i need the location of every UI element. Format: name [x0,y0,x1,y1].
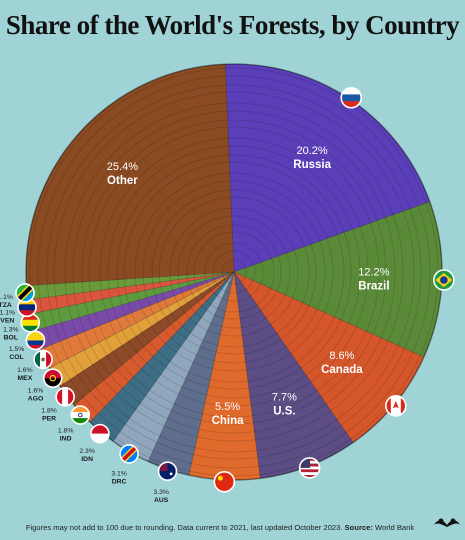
value-label-other: 25.4% [107,161,138,173]
country-label-per: PER [42,416,56,423]
tree-ring [177,215,291,329]
value-label-russia: 20.2% [297,145,328,157]
country-label-canada: Canada [321,364,363,376]
country-label-china: China [212,415,245,427]
tree-ring [158,196,310,348]
value-label-ind: 1.8% [58,428,74,435]
brazil-flag-icon [433,269,455,291]
country-label-drc: DRC [112,478,127,485]
value-label-ven: 1.1% [0,310,15,317]
tree-ring [81,119,387,425]
value-label-china: 5.5% [215,401,240,413]
country-label-ago: AGO [28,395,43,402]
value-label-drc: 3.1% [111,470,127,477]
flag-markers [15,86,455,493]
china-flag-icon [213,470,236,493]
value-label-tza: 1.1% [0,294,13,301]
australia-flag-icon [157,461,178,481]
russia-flag-icon [340,86,362,109]
slice-other [25,63,235,286]
pie-slices [25,63,443,481]
tree-ring [116,154,352,390]
source-value: World Bank [375,523,415,532]
value-label-canada: 8.6% [329,350,354,362]
country-label-idn: IDN [81,456,93,463]
peru-flag-icon [55,387,75,407]
tree-ring [134,172,334,372]
footnote: Figures may not add to 100 due to roundi… [0,523,440,532]
country-label-ven: VEN [0,318,14,325]
india-flag-icon [70,405,91,425]
footnote-text: Figures may not add to 100 due to roundi… [25,523,343,532]
tree-ring [186,224,282,320]
country-label-mex: MEX [18,375,33,382]
tree-ring [107,145,361,399]
value-label-brazil: 12.2% [358,266,389,278]
country-label-col: COL [9,354,23,361]
tree-ring [88,126,380,418]
value-label-ago: 1.6% [28,387,44,394]
mexico-flag-icon [33,349,53,370]
tree-ring [169,207,299,337]
tree-ring [212,250,256,294]
country-label-brazil: Brazil [358,280,389,292]
usa-flag-icon [298,457,321,479]
country-label-aus: AUS [154,497,169,504]
value-label-per: 1.8% [41,408,57,415]
value-label-u-s: 7.7% [272,392,297,404]
tree-ring [151,189,317,355]
value-label-mex: 1.6% [17,367,33,374]
tree-ring [193,231,275,313]
tree-ring [72,110,396,434]
tree-ring [53,91,415,453]
tree-ring [123,161,345,383]
drc-flag-icon [119,444,139,464]
pie-labels: 20.2% Russia 12.2% Brazil 8.6% Canada 7.7% U.S.… [0,145,390,504]
tanzania-flag-icon [15,283,35,303]
colombia-flag-icon [25,330,46,351]
indonesia-flag-icon [90,423,110,444]
country-label-other: Other [107,175,138,187]
canada-flag-icon [385,395,407,417]
value-label-idn: 2.3% [79,448,95,455]
country-label-bol: BOL [4,335,18,342]
tree-ring [99,137,369,407]
mustache-logo-icon [434,518,460,527]
tree-ring-texture [25,63,443,481]
tree-ring [221,259,247,285]
tree-ring [64,102,404,442]
country-label-russia: Russia [293,159,331,171]
tree-ring [37,75,431,469]
country-label-ind: IND [60,436,72,443]
tree-ring [204,242,264,302]
chart-title: Share of the World's Forests, by Country [5,10,460,40]
angola-flag-icon [43,368,63,388]
tree-ring [142,180,326,364]
country-label-u-s: U.S. [273,406,295,418]
source-label: Source: [344,523,373,532]
tree-ring [46,84,422,460]
value-label-aus: 3.3% [153,489,169,496]
value-label-col: 1.5% [9,346,25,353]
country-label-tza: TZA [0,302,12,309]
value-label-bol: 1.3% [3,327,19,334]
